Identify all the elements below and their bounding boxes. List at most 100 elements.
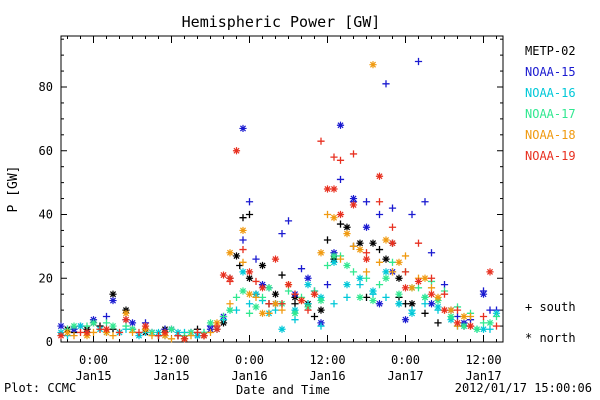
data-point-south	[336, 175, 345, 184]
data-point-south	[226, 300, 234, 308]
data-points	[57, 57, 501, 343]
data-point-north	[284, 281, 293, 289]
data-point-north	[304, 281, 312, 289]
data-point-south	[323, 261, 332, 270]
data-point-south	[427, 274, 436, 282]
data-point-south	[330, 153, 338, 161]
data-point-south	[388, 268, 397, 276]
data-point-north	[122, 316, 130, 324]
data-point-north	[447, 312, 455, 321]
x-tick-label-time: 0:00	[79, 353, 108, 367]
data-point-north	[479, 325, 488, 333]
data-point-south	[278, 230, 286, 238]
data-point-north	[486, 319, 494, 327]
data-point-north	[486, 268, 494, 276]
data-point-south	[323, 236, 332, 244]
data-point-north	[122, 309, 130, 317]
data-point-south	[349, 242, 358, 250]
data-point-south	[96, 325, 104, 333]
legend-entry: METP-02	[525, 44, 576, 58]
data-point-south	[239, 236, 247, 244]
data-point-south	[336, 255, 345, 263]
data-point-north	[258, 284, 267, 292]
data-point-north	[317, 296, 325, 305]
plot-frame	[60, 35, 504, 343]
data-point-north	[239, 287, 247, 295]
data-point-north	[460, 312, 468, 321]
data-point-south	[479, 312, 488, 321]
data-point-north	[167, 325, 176, 333]
data-point-south	[466, 312, 475, 321]
data-point-south	[102, 319, 111, 327]
data-point-south	[349, 150, 358, 158]
data-point-north	[427, 290, 436, 298]
data-point-north	[401, 316, 410, 324]
data-point-north	[232, 147, 241, 155]
data-point-south	[486, 306, 494, 314]
data-point-south	[382, 80, 390, 88]
data-point-south	[265, 309, 273, 317]
data-point-south	[492, 312, 501, 321]
y-tick-label: 0	[46, 335, 53, 349]
data-point-north	[343, 230, 351, 238]
legend-entry: NOAA-15	[525, 65, 576, 79]
data-point-south	[291, 290, 299, 298]
data-point-north	[356, 274, 364, 282]
data-point-north	[161, 328, 169, 337]
data-point-south	[232, 293, 241, 301]
data-point-south	[323, 281, 332, 289]
data-point-south	[317, 322, 325, 330]
data-point-south	[362, 268, 371, 276]
data-point-south	[479, 319, 488, 327]
data-point-north	[466, 322, 475, 330]
data-point-north	[408, 300, 416, 308]
data-point-north	[395, 274, 403, 282]
x-tick-label-date: Jan17	[465, 369, 501, 383]
data-point-south	[109, 332, 117, 340]
data-point-south	[291, 300, 299, 308]
data-point-south	[219, 312, 228, 321]
data-point-north	[278, 325, 286, 333]
data-point-north	[395, 290, 403, 298]
x-tick-label-time: 0:00	[391, 353, 420, 367]
data-point-south	[323, 210, 332, 219]
data-point-north	[349, 194, 358, 203]
data-point-south	[102, 312, 111, 321]
data-point-north	[336, 210, 345, 219]
data-point-south	[343, 293, 351, 301]
data-point-south	[304, 306, 312, 314]
data-point-north	[362, 223, 371, 231]
data-point-north	[349, 201, 358, 209]
data-point-north	[388, 239, 397, 247]
data-point-south	[414, 239, 423, 247]
data-point-north	[89, 319, 98, 327]
data-point-south	[297, 265, 306, 273]
data-point-north	[310, 290, 319, 298]
data-point-north	[200, 332, 208, 340]
data-point-north	[460, 322, 468, 330]
data-point-north	[213, 325, 221, 333]
data-point-south	[245, 309, 254, 317]
data-point-south	[492, 322, 501, 330]
data-point-north	[70, 322, 78, 330]
data-point-north	[304, 274, 312, 282]
data-point-south	[245, 210, 254, 219]
data-point-north	[109, 296, 117, 305]
x-tick-label-time: 12:00	[309, 353, 345, 367]
data-point-north	[408, 284, 416, 292]
y-axis: 0 20 40 60 80	[39, 38, 503, 349]
data-point-north	[239, 226, 247, 235]
x-tick-label-time: 12:00	[153, 353, 189, 367]
data-point-south	[239, 258, 247, 266]
data-point-north	[343, 261, 351, 270]
data-point-south	[453, 306, 462, 314]
data-point-north	[382, 268, 390, 276]
data-point-south	[388, 204, 397, 212]
data-point-north	[369, 239, 377, 247]
y-tick-label: 20	[39, 271, 53, 285]
data-point-south	[278, 271, 286, 279]
legend-entry: NOAA-17	[525, 107, 576, 121]
data-point-south	[362, 249, 371, 257]
data-point-south	[375, 281, 384, 289]
